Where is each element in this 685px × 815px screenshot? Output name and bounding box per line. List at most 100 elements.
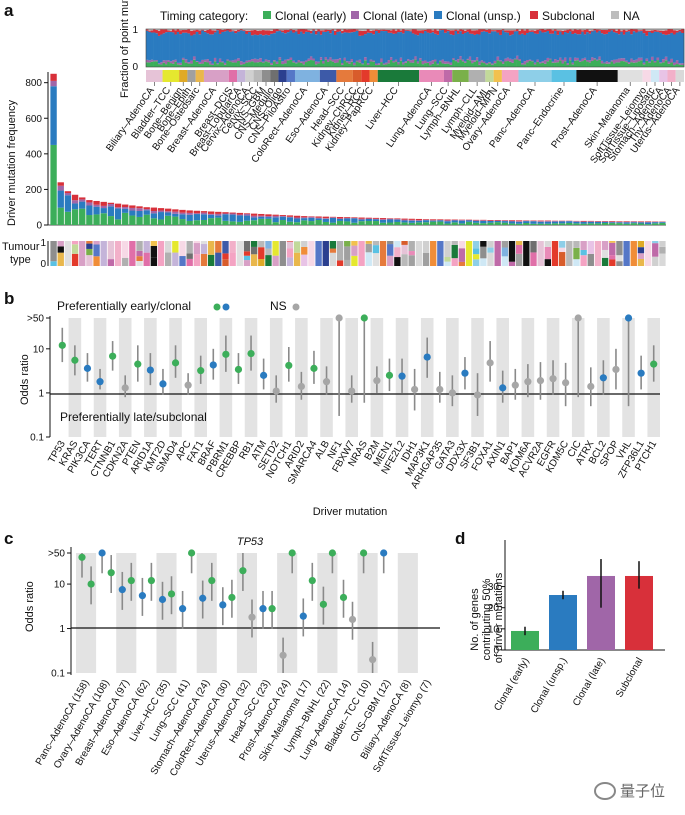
b-point-kdm5c xyxy=(562,379,570,387)
tumour-type-mix-segment xyxy=(57,241,64,247)
fraction-segment xyxy=(543,63,547,67)
freq-bar-segment xyxy=(243,220,251,225)
fraction-segment xyxy=(242,62,246,65)
fraction-segment xyxy=(473,61,477,67)
fraction-segment xyxy=(402,64,405,67)
fraction-segment xyxy=(286,29,290,33)
b-point-tp53 xyxy=(58,341,66,349)
fraction-segment xyxy=(392,62,396,67)
tumour-type-mix-segment xyxy=(530,252,537,266)
freq-bar-segment xyxy=(250,220,258,225)
fraction-segment xyxy=(275,29,279,32)
fraction-segment xyxy=(392,60,396,63)
freq-bar-segment xyxy=(501,221,509,223)
fraction-segment xyxy=(150,29,154,31)
freq-bar-segment xyxy=(286,217,294,222)
fraction-segment xyxy=(473,30,477,35)
fraction-segment xyxy=(511,30,515,35)
fraction-segment xyxy=(272,29,276,34)
fraction-segment xyxy=(179,30,183,35)
fraction-segment xyxy=(319,59,323,67)
tumour-type-mix-segment xyxy=(530,241,537,253)
fraction-segment xyxy=(248,32,252,61)
fraction-segment xyxy=(506,61,510,67)
fraction-segment xyxy=(556,29,560,31)
fraction-segment xyxy=(566,29,570,34)
tumour-type-mix-segment xyxy=(458,248,466,262)
freq-bar-segment xyxy=(86,215,93,225)
freq-tick-label: 200 xyxy=(25,185,42,196)
fraction-segment xyxy=(672,62,677,66)
fraction-segment xyxy=(528,30,532,32)
tumour-type-mix-segment xyxy=(93,244,100,257)
fraction-segment xyxy=(456,29,460,31)
fraction-segment xyxy=(253,58,257,63)
fraction-segment xyxy=(314,30,318,35)
tumour-type-labels: Biliary–AdenoCABladder–TCCBone–BenignBon… xyxy=(104,82,683,166)
b-point-acvr2a xyxy=(536,377,545,385)
c-band xyxy=(317,553,338,673)
fraction-segment xyxy=(449,64,453,67)
b-ytick-label: 1 xyxy=(38,388,44,399)
fraction-segment xyxy=(526,29,529,34)
tumour-type-mix-segment xyxy=(351,255,358,266)
b-point-fbxw7 xyxy=(348,387,356,395)
freq-bar-segment xyxy=(630,223,637,225)
freq-bar-segment xyxy=(365,217,372,219)
b-annotation-early-dot1 xyxy=(213,303,221,311)
freq-bar-segment xyxy=(408,218,415,220)
fraction-segment xyxy=(571,29,575,31)
fraction-segment xyxy=(605,29,609,31)
tumour-type-mix-segment xyxy=(659,246,666,254)
tumour-type-mix-segment xyxy=(616,241,623,256)
tumour-type-swatch xyxy=(468,70,486,82)
fraction-segment xyxy=(566,33,570,64)
fraction-segment xyxy=(213,32,217,58)
b-point-fat1 xyxy=(197,367,205,375)
fraction-segment xyxy=(267,62,271,67)
tumour-type-mix-segment xyxy=(129,241,136,266)
tumour-type-mix-segment xyxy=(250,246,258,255)
fraction-segment xyxy=(541,62,545,67)
fraction-segment xyxy=(267,30,271,36)
freq-bar-segment xyxy=(207,211,215,214)
fraction-segment xyxy=(650,30,654,33)
fraction-segment xyxy=(157,29,161,31)
fraction-segment xyxy=(496,29,500,33)
fraction-axis-label-text: Fraction of point mutations xyxy=(119,0,131,98)
fraction-segment xyxy=(361,35,365,64)
c-ytick-label: 0.1 xyxy=(51,669,65,680)
c-point xyxy=(348,615,357,624)
fraction-segment xyxy=(190,29,194,31)
b-annotation-late: Preferentially late/subclonal xyxy=(60,410,207,424)
tumour-type-mix-segment xyxy=(451,241,458,245)
fraction-segment xyxy=(160,34,163,63)
freq-bar-segment xyxy=(143,210,150,215)
freq-bar-segment xyxy=(508,223,516,225)
tumour-type-mix-segment xyxy=(394,241,401,248)
tumour-type-mix-segment xyxy=(71,244,79,254)
fraction-segment xyxy=(617,58,621,63)
fraction-segment xyxy=(625,30,629,32)
tumour-type-mix-segment xyxy=(258,247,265,260)
tumour-type-mix-segment xyxy=(122,241,129,258)
freq-bar-segment xyxy=(143,207,150,210)
fraction-segment xyxy=(404,62,408,67)
fraction-segment xyxy=(275,61,279,64)
fraction-segment xyxy=(578,60,582,62)
fraction-segment xyxy=(566,63,570,65)
fraction-segment xyxy=(419,60,422,67)
fraction-segment xyxy=(598,56,602,60)
fraction-segment xyxy=(275,31,279,62)
fraction-segment xyxy=(341,62,344,65)
fraction-segment xyxy=(449,34,453,63)
fraction-segment xyxy=(283,63,288,67)
fraction-segment xyxy=(576,60,580,67)
fraction-segment xyxy=(608,62,611,64)
fraction-segment xyxy=(294,29,298,31)
b-ytick-label: >50 xyxy=(27,314,44,325)
fraction-segment xyxy=(588,62,592,67)
fraction-segment xyxy=(213,30,217,33)
fraction-segment xyxy=(490,64,494,67)
fraction-segment xyxy=(593,30,597,59)
